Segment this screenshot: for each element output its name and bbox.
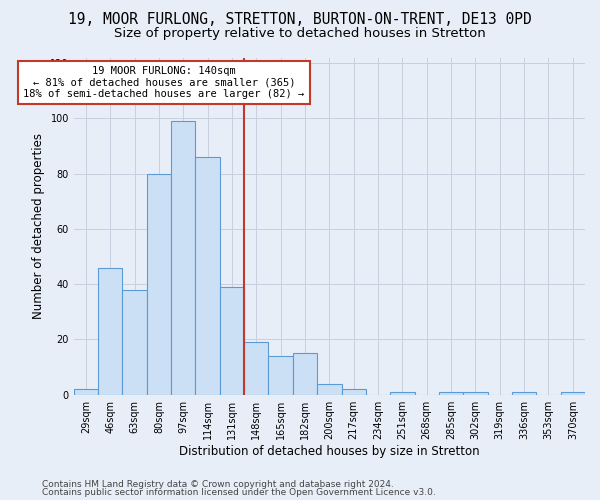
Text: 19 MOOR FURLONG: 140sqm
← 81% of detached houses are smaller (365)
18% of semi-d: 19 MOOR FURLONG: 140sqm ← 81% of detache… bbox=[23, 66, 304, 99]
Bar bbox=[463, 392, 488, 394]
Bar bbox=[560, 392, 585, 394]
Bar bbox=[147, 174, 171, 394]
Bar bbox=[171, 121, 196, 394]
Text: Size of property relative to detached houses in Stretton: Size of property relative to detached ho… bbox=[114, 28, 486, 40]
Bar bbox=[293, 353, 317, 395]
Bar bbox=[244, 342, 268, 394]
Bar bbox=[74, 389, 98, 394]
Bar bbox=[390, 392, 415, 394]
Bar bbox=[220, 287, 244, 395]
Text: Contains public sector information licensed under the Open Government Licence v3: Contains public sector information licen… bbox=[42, 488, 436, 497]
Bar bbox=[196, 157, 220, 394]
X-axis label: Distribution of detached houses by size in Stretton: Distribution of detached houses by size … bbox=[179, 444, 479, 458]
Bar bbox=[122, 290, 147, 395]
Bar bbox=[98, 268, 122, 394]
Bar bbox=[512, 392, 536, 394]
Bar bbox=[439, 392, 463, 394]
Text: 19, MOOR FURLONG, STRETTON, BURTON-ON-TRENT, DE13 0PD: 19, MOOR FURLONG, STRETTON, BURTON-ON-TR… bbox=[68, 12, 532, 28]
Y-axis label: Number of detached properties: Number of detached properties bbox=[32, 133, 45, 319]
Bar bbox=[317, 384, 341, 394]
Bar bbox=[341, 389, 366, 394]
Text: Contains HM Land Registry data © Crown copyright and database right 2024.: Contains HM Land Registry data © Crown c… bbox=[42, 480, 394, 489]
Bar bbox=[268, 356, 293, 395]
